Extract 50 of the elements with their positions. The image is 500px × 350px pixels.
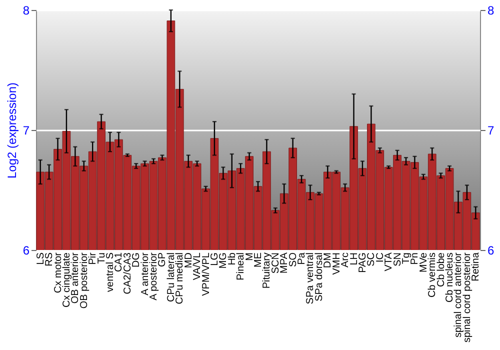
x-tick-label: Retina	[470, 252, 482, 282]
y-tick-label: 7	[22, 124, 30, 138]
x-tick-label: Arc	[340, 252, 352, 268]
x-tick-label: PAG	[357, 252, 368, 273]
x-tick-label: LH	[348, 252, 360, 266]
x-tick-label: spinal cord anterior	[453, 252, 464, 338]
x-tick-label: MVe	[418, 252, 430, 273]
x-tick-label: spinal cord posterior	[462, 252, 473, 343]
x-tick-label: CA1	[114, 252, 125, 272]
x-tick-label: VPM/VPL	[200, 252, 212, 296]
x-tick-label: Cb lobe	[436, 252, 447, 287]
x-tick-label: CA2/CA3	[122, 252, 134, 294]
y-tick-label: 6	[22, 244, 30, 258]
x-tick-label: LG	[209, 252, 220, 266]
x-tick-label: SO	[288, 252, 299, 267]
x-tick-label: Pn	[410, 252, 421, 265]
x-tick-label: Tg	[401, 252, 412, 264]
y2-tick-label: 7	[488, 124, 494, 138]
x-tick-label: CPu lateral	[166, 252, 177, 302]
x-tick-label: DG	[131, 252, 142, 268]
x-tick-label: CPu medial	[174, 252, 186, 304]
x-tick-label: Pineal	[236, 252, 247, 280]
x-tick-label: Tu	[96, 252, 108, 264]
x-tick-label: SCN	[270, 252, 282, 274]
y-axis-title: Log2 (expression)	[4, 82, 19, 179]
x-tick-label: OB anterior	[70, 252, 82, 304]
x-tick-label: OB posterior	[78, 252, 90, 309]
x-tick-label: SN	[392, 252, 404, 266]
x-tick-label: Pituitary	[262, 252, 273, 289]
x-tick-label: DM	[322, 252, 334, 268]
y2-tick-label: 6	[488, 244, 494, 258]
y2-tick-label: 8	[488, 4, 494, 18]
x-tick-label: GP	[157, 252, 168, 267]
x-tick-label: ME	[253, 252, 264, 268]
y-tick-label: 8	[22, 4, 30, 18]
x-tick-label: LS	[35, 252, 46, 265]
x-tick-label: RS	[44, 252, 56, 266]
x-tick-label: SC	[366, 252, 378, 266]
x-tick-label: IC	[374, 252, 386, 262]
x-tick-label: VMH	[331, 252, 342, 275]
x-tick-label: ventral S	[105, 252, 116, 292]
x-tick-label: VTA	[384, 252, 395, 272]
x-tick-label: Pir	[88, 252, 99, 265]
x-tick-label: Cx cingulate	[61, 252, 72, 308]
x-tick-label: SPa dorsal	[314, 252, 325, 302]
x-tick-label: A anterior	[140, 252, 151, 296]
x-tick-label: Hb	[226, 252, 238, 266]
x-tick-label: A posterior	[148, 252, 160, 300]
x-tick-label: M	[244, 252, 256, 261]
x-tick-label: MPA	[279, 252, 290, 274]
